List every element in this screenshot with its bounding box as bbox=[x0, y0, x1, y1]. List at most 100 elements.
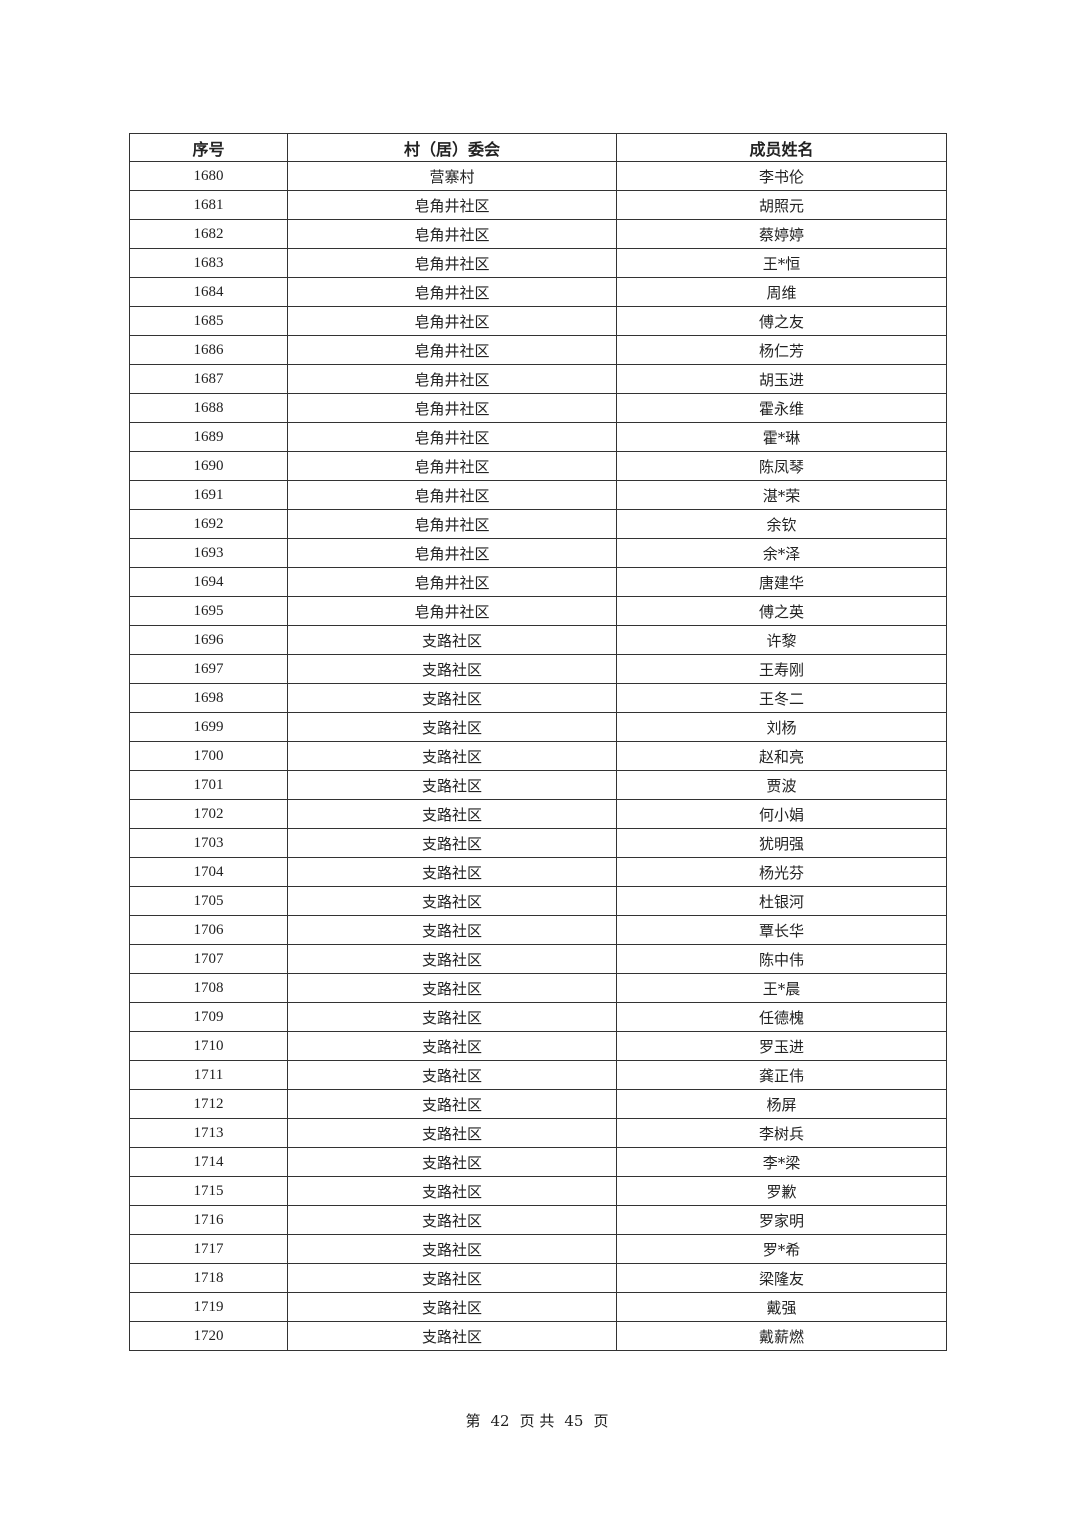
cell-committee: 支路社区 bbox=[287, 1176, 617, 1206]
cell-index: 1717 bbox=[129, 1234, 288, 1264]
header-row: 序号 村（居）委会 成员姓名 bbox=[129, 133, 947, 162]
cell-index: 1694 bbox=[129, 567, 288, 597]
table-row: 1701 支路社区 贾波 bbox=[129, 770, 947, 800]
cell-committee: 支路社区 bbox=[287, 944, 617, 974]
table-row: 1691 皂角井社区 湛*荣 bbox=[129, 480, 947, 510]
cell-member-name: 赵和亮 bbox=[616, 741, 947, 771]
cell-committee: 支路社区 bbox=[287, 1118, 617, 1148]
table-row: 1720 支路社区 戴薪燃 bbox=[129, 1321, 947, 1351]
cell-member-name: 胡照元 bbox=[616, 190, 947, 220]
cell-committee: 支路社区 bbox=[287, 1263, 617, 1293]
cell-member-name: 罗*希 bbox=[616, 1234, 947, 1264]
table-row: 1709 支路社区 任德槐 bbox=[129, 1002, 947, 1032]
cell-committee: 皂角井社区 bbox=[287, 190, 617, 220]
cell-index: 1685 bbox=[129, 306, 288, 336]
cell-member-name: 何小娟 bbox=[616, 799, 947, 829]
cell-committee: 皂角井社区 bbox=[287, 219, 617, 249]
cell-member-name: 罗玉进 bbox=[616, 1031, 947, 1061]
table-row: 1706 支路社区 覃长华 bbox=[129, 915, 947, 945]
cell-committee: 营寨村 bbox=[287, 161, 617, 191]
table-row: 1688 皂角井社区 霍永维 bbox=[129, 393, 947, 423]
cell-committee: 支路社区 bbox=[287, 1031, 617, 1061]
cell-committee: 支路社区 bbox=[287, 654, 617, 684]
cell-committee: 支路社区 bbox=[287, 799, 617, 829]
cell-member-name: 唐建华 bbox=[616, 567, 947, 597]
cell-member-name: 余钦 bbox=[616, 509, 947, 539]
cell-committee: 支路社区 bbox=[287, 625, 617, 655]
cell-member-name: 王*恒 bbox=[616, 248, 947, 278]
table-row: 1711 支路社区 龚正伟 bbox=[129, 1060, 947, 1090]
cell-committee: 支路社区 bbox=[287, 886, 617, 916]
total-pages: 45 bbox=[564, 1412, 584, 1430]
cell-index: 1696 bbox=[129, 625, 288, 655]
cell-index: 1720 bbox=[129, 1321, 288, 1351]
cell-index: 1682 bbox=[129, 219, 288, 249]
cell-member-name: 戴强 bbox=[616, 1292, 947, 1322]
cell-committee: 皂角井社区 bbox=[287, 596, 617, 626]
table-row: 1695 皂角井社区 傅之英 bbox=[129, 596, 947, 626]
cell-member-name: 霍永维 bbox=[616, 393, 947, 423]
cell-committee: 支路社区 bbox=[287, 1089, 617, 1119]
table-row: 1714 支路社区 李*梁 bbox=[129, 1147, 947, 1177]
cell-committee: 支路社区 bbox=[287, 1234, 617, 1264]
cell-index: 1683 bbox=[129, 248, 288, 278]
cell-member-name: 王寿刚 bbox=[616, 654, 947, 684]
cell-index: 1716 bbox=[129, 1205, 288, 1235]
cell-index: 1684 bbox=[129, 277, 288, 307]
cell-committee: 支路社区 bbox=[287, 1321, 617, 1351]
cell-index: 1699 bbox=[129, 712, 288, 742]
cell-index: 1695 bbox=[129, 596, 288, 626]
cell-member-name: 陈中伟 bbox=[616, 944, 947, 974]
cell-index: 1702 bbox=[129, 799, 288, 829]
cell-committee: 皂角井社区 bbox=[287, 335, 617, 365]
cell-member-name: 胡玉进 bbox=[616, 364, 947, 394]
cell-index: 1689 bbox=[129, 422, 288, 452]
cell-member-name: 傅之友 bbox=[616, 306, 947, 336]
cell-index: 1719 bbox=[129, 1292, 288, 1322]
table-row: 1687 皂角井社区 胡玉进 bbox=[129, 364, 947, 394]
footer-mid: 页 共 bbox=[519, 1412, 555, 1430]
cell-committee: 支路社区 bbox=[287, 1147, 617, 1177]
cell-committee: 支路社区 bbox=[287, 683, 617, 713]
table-row: 1694 皂角井社区 唐建华 bbox=[129, 567, 947, 597]
table-row: 1699 支路社区 刘杨 bbox=[129, 712, 947, 742]
table-row: 1716 支路社区 罗家明 bbox=[129, 1205, 947, 1235]
cell-index: 1713 bbox=[129, 1118, 288, 1148]
cell-member-name: 罗家明 bbox=[616, 1205, 947, 1235]
cell-committee: 支路社区 bbox=[287, 857, 617, 887]
cell-member-name: 霍*琳 bbox=[616, 422, 947, 452]
header-member-name: 成员姓名 bbox=[616, 133, 947, 162]
table-row: 1717 支路社区 罗*希 bbox=[129, 1234, 947, 1264]
table-row: 1683 皂角井社区 王*恒 bbox=[129, 248, 947, 278]
cell-index: 1709 bbox=[129, 1002, 288, 1032]
cell-index: 1686 bbox=[129, 335, 288, 365]
cell-committee: 皂角井社区 bbox=[287, 393, 617, 423]
cell-committee: 皂角井社区 bbox=[287, 451, 617, 481]
cell-index: 1715 bbox=[129, 1176, 288, 1206]
cell-index: 1687 bbox=[129, 364, 288, 394]
cell-member-name: 王*晨 bbox=[616, 973, 947, 1003]
cell-index: 1698 bbox=[129, 683, 288, 713]
cell-committee: 支路社区 bbox=[287, 1292, 617, 1322]
table-row: 1708 支路社区 王*晨 bbox=[129, 973, 947, 1003]
cell-member-name: 杨屏 bbox=[616, 1089, 947, 1119]
cell-index: 1701 bbox=[129, 770, 288, 800]
cell-index: 1712 bbox=[129, 1089, 288, 1119]
table-row: 1698 支路社区 王冬二 bbox=[129, 683, 947, 713]
cell-index: 1681 bbox=[129, 190, 288, 220]
cell-committee: 支路社区 bbox=[287, 1205, 617, 1235]
cell-index: 1692 bbox=[129, 509, 288, 539]
cell-index: 1707 bbox=[129, 944, 288, 974]
cell-member-name: 梁隆友 bbox=[616, 1263, 947, 1293]
cell-index: 1718 bbox=[129, 1263, 288, 1293]
cell-index: 1706 bbox=[129, 915, 288, 945]
table-row: 1712 支路社区 杨屏 bbox=[129, 1089, 947, 1119]
cell-member-name: 傅之英 bbox=[616, 596, 947, 626]
table-row: 1719 支路社区 戴强 bbox=[129, 1292, 947, 1322]
table-row: 1686 皂角井社区 杨仁芳 bbox=[129, 335, 947, 365]
table-row: 1682 皂角井社区 蔡婷婷 bbox=[129, 219, 947, 249]
cell-member-name: 李树兵 bbox=[616, 1118, 947, 1148]
cell-member-name: 龚正伟 bbox=[616, 1060, 947, 1090]
cell-index: 1704 bbox=[129, 857, 288, 887]
cell-committee: 皂角井社区 bbox=[287, 567, 617, 597]
